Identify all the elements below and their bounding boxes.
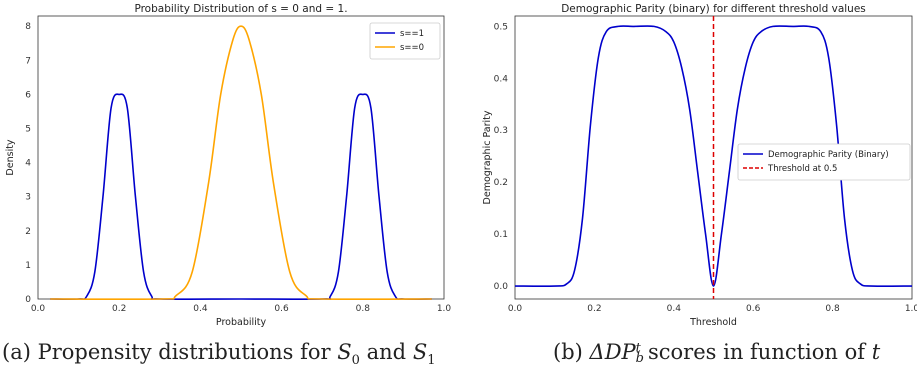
caption-a-s0-sub: 0 — [351, 353, 360, 369]
y-tick-label: 0.4 — [494, 74, 509, 84]
x-tick-label: 0.0 — [31, 304, 46, 314]
x-tick-label: 1.0 — [905, 304, 917, 314]
series-line-s-1 — [50, 93, 432, 300]
series-line-s-0 — [50, 25, 432, 301]
x-tick-label: 0.4 — [193, 304, 208, 314]
caption-b-var: t — [871, 340, 881, 364]
y-tick-label: 6 — [25, 90, 31, 100]
legend-label: Demographic Parity (Binary) — [768, 150, 889, 160]
legend-box — [737, 143, 911, 181]
caption-a-s1-sub: 1 — [427, 353, 436, 369]
demographic-parity-chart: Demographic Parity (binary) for differen… — [482, 3, 917, 328]
legend-label: s==0 — [400, 43, 424, 53]
chart-title: Probability Distribution of s = 0 and = … — [134, 3, 347, 15]
y-tick-label: 3 — [25, 193, 31, 203]
x-axis-label: Probability — [216, 317, 267, 328]
x-tick-label: 0.0 — [508, 304, 523, 314]
caption-b-sub: b — [635, 350, 644, 366]
caption-b-sup: t — [635, 340, 641, 356]
y-tick-label: 4 — [25, 159, 31, 169]
y-axis-label: Demographic Parity — [482, 110, 493, 204]
y-tick-label: 0 — [25, 295, 31, 305]
y-tick-label: 1 — [25, 261, 31, 271]
caption-a: (a) Propensity distributions for S0 and … — [2, 340, 436, 368]
caption-b-suffix: scores in function of — [648, 340, 866, 364]
caption-a-s1: S — [412, 340, 428, 364]
x-tick-label: 0.2 — [587, 304, 601, 314]
x-tick-label: 0.4 — [667, 304, 682, 314]
x-tick-label: 0.8 — [356, 304, 371, 314]
y-tick-label: 7 — [25, 56, 31, 66]
y-tick-label: 0.5 — [494, 22, 508, 32]
x-axis-label: Threshold — [689, 317, 737, 328]
y-tick-label: 0.0 — [494, 282, 509, 292]
series-line-demographic-parity-binary- — [514, 25, 913, 287]
x-tick-label: 0.6 — [274, 304, 289, 314]
chart-title: Demographic Parity (binary) for differen… — [561, 3, 866, 15]
legend-label: s==1 — [400, 29, 424, 39]
caption-b-prefix: (b) — [553, 340, 583, 364]
x-tick-label: 0.2 — [112, 304, 126, 314]
x-tick-label: 0.6 — [746, 304, 761, 314]
caption-b: (b) ΔDP t b scores in function of t — [553, 340, 881, 366]
x-tick-label: 1.0 — [437, 304, 452, 314]
y-tick-label: 5 — [25, 125, 31, 135]
y-tick-label: 8 — [25, 22, 31, 32]
density-chart: Probability Distribution of s = 0 and = … — [5, 3, 451, 328]
legend-label: Threshold at 0.5 — [767, 164, 837, 174]
y-tick-label: 0.3 — [494, 126, 508, 136]
legend-box — [369, 22, 441, 60]
y-tick-label: 0.2 — [494, 178, 508, 188]
x-tick-label: 0.8 — [825, 304, 840, 314]
caption-a-and: and — [366, 340, 407, 364]
y-axis-label: Density — [5, 139, 16, 175]
y-tick-label: 2 — [25, 227, 31, 237]
caption-a-prefix: (a) Propensity distributions for — [2, 340, 331, 364]
y-tick-label: 0.1 — [494, 230, 508, 240]
caption-b-metric: ΔDP — [589, 340, 636, 364]
caption-a-s0: S — [337, 340, 352, 364]
